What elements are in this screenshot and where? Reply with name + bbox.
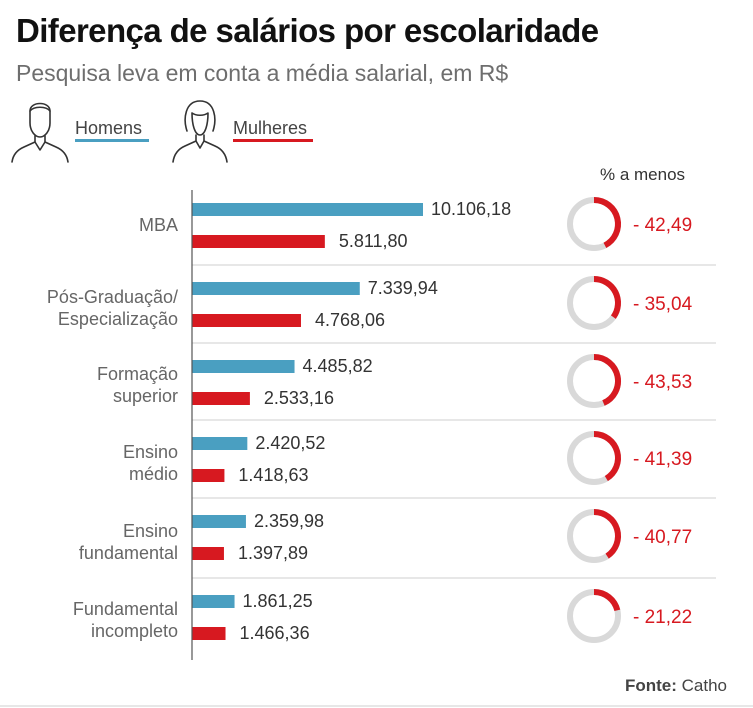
bar-homens xyxy=(192,360,295,373)
category-label-line: MBA xyxy=(138,215,178,235)
category-label-mba: MBA xyxy=(0,214,178,236)
percent-less-label: - 40,77 xyxy=(633,527,692,548)
value-label-mulheres: 1.466,36 xyxy=(240,623,310,643)
category-label-line: superior xyxy=(112,386,178,406)
bar-homens xyxy=(192,437,248,450)
bar-mulheres xyxy=(192,469,225,482)
value-label-mulheres: 1.418,63 xyxy=(238,465,308,485)
value-label-homens: 1.861,25 xyxy=(243,591,313,611)
category-label-formacao-superior: Formação superior xyxy=(0,363,178,407)
percent-less-label: - 43,53 xyxy=(633,372,692,393)
bar-mulheres xyxy=(192,314,301,327)
category-label-pos-graduacao: Pós-Graduação/ Especialização xyxy=(0,286,178,330)
category-label-line: incompleto xyxy=(90,621,178,641)
value-label-mulheres: 4.768,06 xyxy=(315,310,385,330)
category-label-ensino-medio: Ensino médio xyxy=(0,441,178,485)
category-label-line: fundamental xyxy=(78,543,178,563)
percent-ring-arc xyxy=(593,276,621,319)
value-label-homens: 4.485,82 xyxy=(303,356,373,376)
category-label-ensino-fundamental: Ensino fundamental xyxy=(0,520,178,564)
value-label-homens: 7.339,94 xyxy=(368,278,438,298)
chart-subtitle: Pesquisa leva em conta a média salarial,… xyxy=(16,60,509,86)
legend-women-label: Mulheres xyxy=(233,118,308,138)
category-label-line: médio xyxy=(128,464,178,484)
percent-ring-arc xyxy=(593,509,621,559)
percent-ring-arc xyxy=(593,589,621,612)
bar-mulheres xyxy=(192,392,250,405)
source-credit: Fonte: Catho xyxy=(625,676,727,696)
value-label-mulheres: 2.533,16 xyxy=(264,388,334,408)
value-label-homens: 2.359,98 xyxy=(254,511,324,531)
category-label-line: Ensino xyxy=(122,521,178,541)
legend-men-label: Homens xyxy=(75,118,143,138)
source-name: Catho xyxy=(681,676,727,695)
bar-homens xyxy=(192,282,360,295)
percent-less-label: - 21,22 xyxy=(633,607,692,628)
bar-mulheres xyxy=(192,235,325,248)
category-label-line: Fundamental xyxy=(72,599,178,619)
category-label-line: Especialização xyxy=(57,309,178,329)
legend-men-swatch xyxy=(75,139,149,142)
bar-mulheres xyxy=(192,547,224,560)
percent-ring-arc xyxy=(593,354,621,406)
legend-women-swatch xyxy=(233,139,313,142)
bar-homens xyxy=(192,515,246,528)
woman-silhouette-icon xyxy=(172,100,228,163)
category-label-line: Pós-Graduação/ xyxy=(46,287,178,307)
bar-mulheres xyxy=(192,627,226,640)
percent-ring-arc xyxy=(593,431,621,482)
category-label-fundamental-incompleto: Fundamental incompleto xyxy=(0,598,178,642)
value-label-mulheres: 5.811,80 xyxy=(339,231,408,251)
bar-homens xyxy=(192,595,235,608)
category-label-line: Ensino xyxy=(122,442,178,462)
bar-homens xyxy=(192,203,423,216)
chart-title: Diferença de salários por escolaridade xyxy=(16,12,599,49)
value-label-homens: 2.420,52 xyxy=(255,433,325,453)
percent-less-label: - 35,04 xyxy=(633,294,693,315)
source-label: Fonte: xyxy=(624,676,677,695)
percent-less-label: - 41,39 xyxy=(633,449,692,470)
percent-less-label: - 42,49 xyxy=(633,215,692,236)
value-label-mulheres: 1.397,89 xyxy=(238,543,308,563)
percent-ring-arc xyxy=(593,197,621,249)
man-silhouette-icon xyxy=(11,102,69,163)
percent-less-header: % a menos xyxy=(600,165,686,184)
category-label-line: Formação xyxy=(96,364,178,384)
value-label-homens: 10.106,18 xyxy=(431,199,511,219)
